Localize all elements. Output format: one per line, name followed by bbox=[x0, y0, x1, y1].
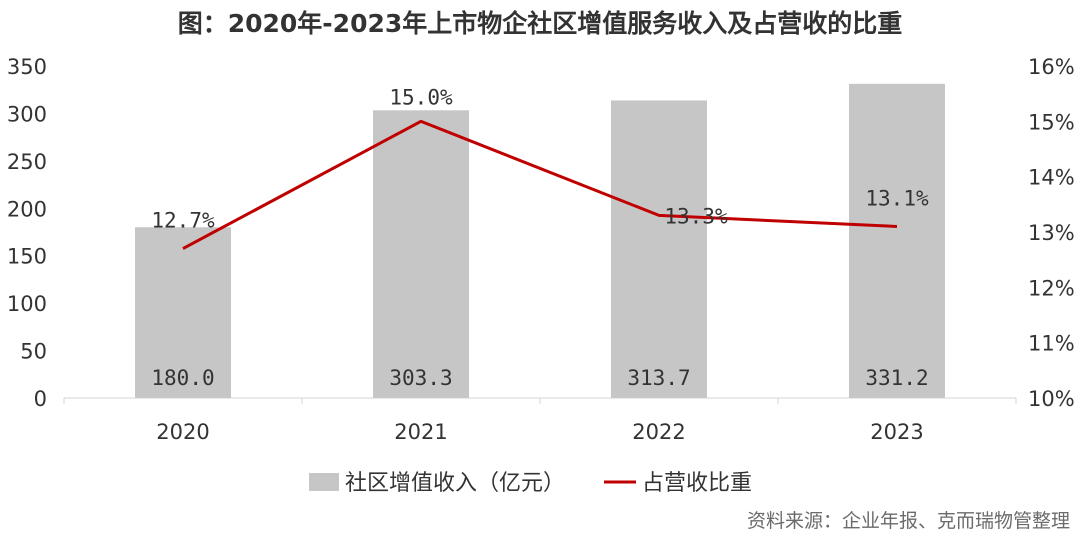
line-value-label: 13.3% bbox=[664, 204, 728, 228]
y-right-tick-label: 11% bbox=[1028, 332, 1075, 356]
x-axis: 2020 2021 2022 2023 bbox=[63, 397, 1017, 444]
x-tick-label: 2023 bbox=[870, 420, 923, 444]
y-axis-left: 0 50 100 150 200 250 300 350 bbox=[7, 55, 47, 411]
line-value-label: 15.0% bbox=[389, 85, 453, 109]
source-note: 资料来源：企业年报、克而瑞物管整理 bbox=[747, 510, 1070, 532]
bar-value-label: 303.3 bbox=[389, 366, 452, 390]
x-tick-label: 2021 bbox=[394, 420, 447, 444]
y-left-tick-label: 350 bbox=[7, 55, 47, 79]
x-tick-label: 2022 bbox=[632, 420, 685, 444]
bar-value-label: 313.7 bbox=[627, 366, 690, 390]
y-left-tick-label: 150 bbox=[7, 245, 47, 269]
bar-value-label: 331.2 bbox=[865, 366, 928, 390]
ratio-line bbox=[182, 119, 898, 250]
line-value-label: 13.1% bbox=[865, 186, 929, 210]
y-left-tick-label: 50 bbox=[20, 340, 47, 364]
bar-value-label: 180.0 bbox=[151, 366, 214, 390]
y-right-tick-label: 16% bbox=[1028, 55, 1075, 79]
y-left-tick-label: 0 bbox=[34, 387, 47, 411]
y-left-tick-label: 200 bbox=[7, 197, 47, 221]
bar bbox=[135, 227, 231, 398]
y-left-tick-label: 300 bbox=[7, 102, 47, 126]
bar bbox=[611, 100, 707, 399]
y-left-tick-label: 250 bbox=[7, 150, 47, 174]
bar bbox=[849, 83, 945, 399]
y-left-tick-label: 100 bbox=[7, 292, 47, 316]
legend-bar-label: 社区增值收入（亿元） bbox=[345, 471, 565, 496]
legend-bar-swatch bbox=[309, 473, 339, 491]
line-series: 12.7% 15.0% 13.3% 13.1% bbox=[151, 85, 929, 250]
y-axis-right: 10% 11% 12% 13% 14% 15% 16% bbox=[1028, 55, 1075, 411]
y-right-tick-label: 14% bbox=[1028, 166, 1075, 190]
y-right-tick-label: 12% bbox=[1028, 276, 1075, 300]
bar-series: 180.0 303.3 313.7 331.2 bbox=[135, 83, 945, 399]
legend-line-label: 占营收比重 bbox=[642, 471, 752, 496]
line-value-label: 12.7% bbox=[151, 209, 215, 233]
x-tick-label: 2020 bbox=[156, 420, 209, 444]
y-right-tick-label: 13% bbox=[1028, 221, 1075, 245]
chart-title: 图：2020年-2023年上市物企社区增值服务收入及占营收的比重 bbox=[178, 9, 903, 38]
y-right-tick-label: 10% bbox=[1028, 387, 1075, 411]
bar bbox=[373, 110, 469, 399]
y-right-tick-label: 15% bbox=[1028, 110, 1075, 134]
legend: 社区增值收入（亿元） 占营收比重 bbox=[309, 471, 752, 496]
